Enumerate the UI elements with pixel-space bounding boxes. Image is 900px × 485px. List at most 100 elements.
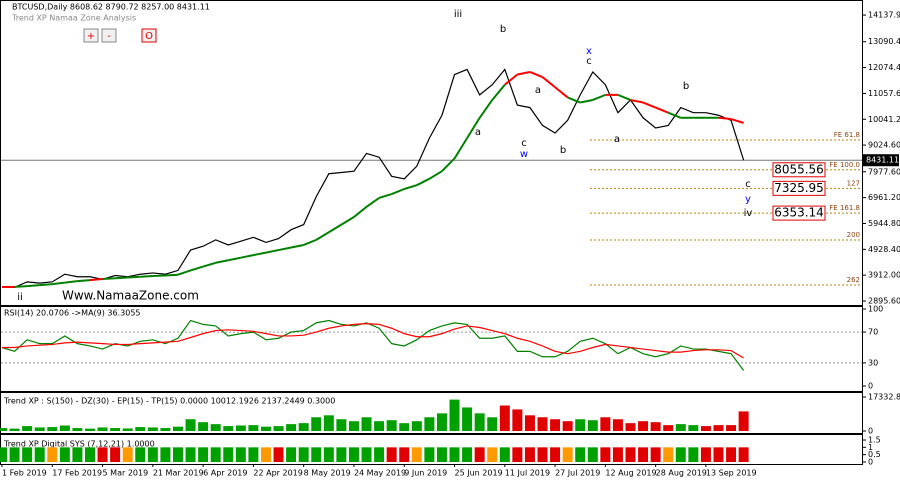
bar — [248, 447, 259, 462]
ma-segment — [127, 275, 141, 279]
bar — [675, 424, 686, 431]
wave-label: b — [500, 24, 506, 35]
bar — [713, 447, 724, 462]
ma-segment — [265, 249, 279, 254]
bar — [562, 421, 573, 431]
bar — [47, 447, 58, 462]
button[interactable] — [101, 28, 117, 43]
bar — [198, 447, 209, 462]
ma-segment — [240, 254, 254, 259]
y-tick-label: 0 — [868, 382, 873, 391]
bar — [474, 413, 485, 431]
bar — [411, 447, 422, 462]
ma-segment — [466, 117, 481, 139]
y-tick-label: 7977.60 — [868, 167, 900, 176]
bar — [110, 428, 121, 431]
ma-segment — [416, 177, 430, 187]
bar — [260, 426, 271, 431]
bar — [374, 421, 385, 431]
ma-segment — [353, 206, 368, 218]
wave-label: b — [683, 81, 689, 92]
bar — [185, 447, 196, 462]
ma-segment — [517, 71, 531, 76]
bar — [537, 447, 548, 462]
button[interactable] — [83, 28, 99, 43]
fib-value: 7325.95 — [774, 181, 824, 195]
bar — [311, 417, 322, 431]
bar — [260, 447, 271, 462]
bar — [135, 447, 146, 462]
bar — [499, 447, 510, 462]
ma-segment — [617, 93, 631, 101]
bar — [110, 447, 121, 462]
y-tick-label: 1 — [868, 443, 873, 452]
ma-segment — [202, 261, 216, 268]
bar — [550, 447, 561, 462]
bar — [273, 447, 284, 462]
ma-segment — [278, 246, 292, 252]
bar — [462, 407, 473, 431]
x-tick-label: 6 Apr 2019 — [203, 469, 247, 478]
fib-label: 262 — [847, 276, 860, 284]
bar — [97, 447, 108, 462]
y-tick-label: 11057.60 — [868, 89, 900, 98]
bar — [72, 447, 83, 462]
bar — [663, 425, 674, 431]
x-tick-label: 13 Sep 2019 — [706, 469, 757, 478]
current-price-label: 8431.11 — [866, 156, 899, 165]
bar — [122, 428, 133, 431]
bar — [0, 428, 7, 431]
wave-label: a — [475, 127, 481, 138]
button[interactable] — [141, 28, 157, 43]
bar — [512, 447, 523, 462]
fib-value: 8055.56 — [774, 162, 824, 176]
bar — [286, 424, 297, 431]
bar — [675, 447, 686, 462]
bar — [160, 447, 171, 462]
button-label[interactable]: + — [87, 31, 95, 42]
y-tick-label: 4928.40 — [868, 245, 900, 254]
bar — [386, 420, 397, 431]
button-label[interactable]: O — [145, 31, 153, 42]
wave-label: b — [560, 145, 566, 156]
bar — [688, 447, 699, 462]
bar — [336, 447, 347, 462]
ma-segment — [64, 280, 78, 284]
y-tick-label: 30 — [868, 358, 878, 367]
button-label[interactable]: - — [107, 31, 111, 42]
bar — [348, 421, 359, 431]
bar — [172, 447, 183, 462]
bar — [336, 419, 347, 431]
y-tick-label: 0 — [868, 458, 873, 467]
bar — [713, 425, 724, 431]
bar — [436, 413, 447, 431]
x-tick-label: 8 May 2019 — [304, 469, 351, 478]
watermark: Www.NamaaZone.com — [62, 289, 199, 303]
y-tick-label: 2895.60 — [868, 297, 900, 306]
bar — [524, 415, 535, 431]
bar — [223, 447, 234, 462]
bar — [210, 447, 221, 462]
rsi-panel — [0, 306, 863, 392]
bar — [587, 447, 598, 462]
bar — [600, 447, 611, 462]
x-tick-label: 12 Aug 2019 — [605, 469, 656, 478]
fib-label: FE 161.8 — [829, 204, 860, 212]
fib-box — [772, 205, 826, 221]
ma-segment — [378, 193, 392, 199]
wave-label: iii — [454, 9, 462, 20]
wave-label: c — [521, 138, 527, 149]
y-tick-label: 1.5 — [868, 436, 881, 445]
bar — [198, 422, 209, 431]
series-line — [2, 323, 744, 359]
x-tick-label: 25 Jun 2019 — [455, 469, 503, 478]
bar — [726, 447, 737, 462]
bar — [688, 425, 699, 431]
bar — [537, 417, 548, 431]
ma-segment — [165, 273, 179, 277]
bar — [436, 447, 447, 462]
ma-segment — [655, 106, 669, 114]
main-panel — [0, 0, 863, 306]
bar — [9, 428, 20, 431]
